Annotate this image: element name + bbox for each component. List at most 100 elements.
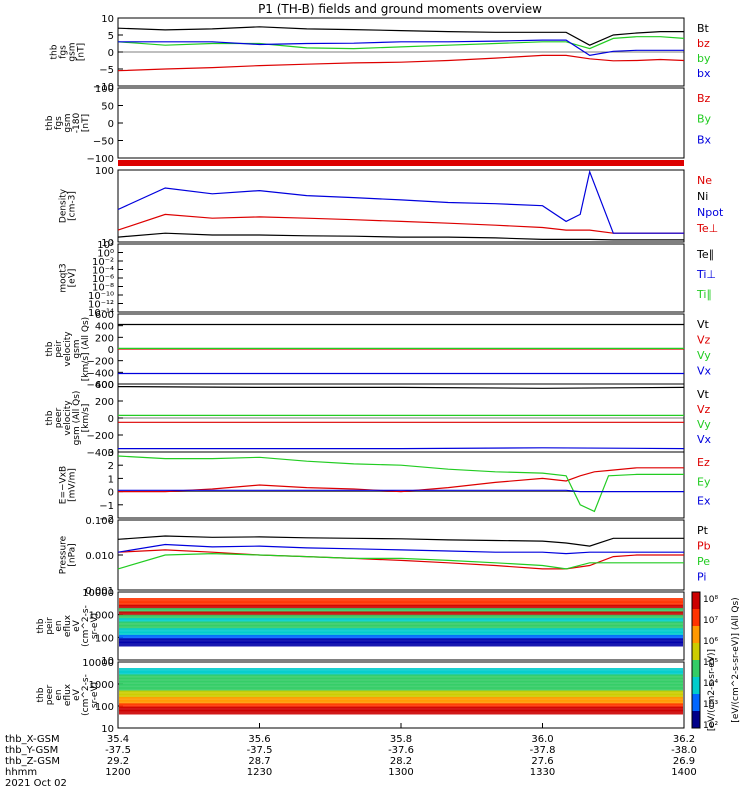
legend-label: Bx <box>697 133 712 146</box>
y-tick-label: −50 <box>93 137 114 148</box>
series-line-Ez <box>118 467 684 493</box>
spectrogram-cell <box>119 684 683 689</box>
y-tick-label: 10⁻⁶ <box>92 274 114 285</box>
series-line-by <box>117 36 685 50</box>
series-line-Bt <box>117 26 684 46</box>
spectrogram-cell <box>119 604 683 610</box>
x-tick-label: -37.5 <box>105 745 131 756</box>
spectrogram-cell <box>119 601 683 607</box>
y-tick-label: 1000 <box>89 680 114 691</box>
panel-7: 3 2 1 0 −1 −2 E=−VxB [mV/m] Ez Ey Ex <box>59 448 711 525</box>
y-axis-label: sr-eV) <box>90 682 100 708</box>
x-axis-row-label: thb_X-GSM <box>5 734 60 745</box>
panel-frame <box>117 519 685 591</box>
x-tick-label: 36.0 <box>531 734 553 745</box>
series-line-Ni <box>117 232 684 241</box>
x-tick-label: -38.0 <box>671 745 697 756</box>
legend-label: Vy <box>697 418 711 431</box>
y-axis-label: [km/s] <box>81 404 91 433</box>
y-tick-label: 10⁻¹² <box>88 300 114 311</box>
x-tick-label: 35.6 <box>248 734 270 745</box>
legend-label: Ti∥ <box>696 288 712 301</box>
y-axis-label: thb <box>45 410 55 425</box>
y-tick-label: 200 <box>95 397 114 408</box>
colorbar-swatch <box>692 643 700 661</box>
spectrogram-cell <box>119 693 683 699</box>
y-axis-label: velocity <box>63 400 73 436</box>
colorbar-swatch <box>692 592 700 610</box>
y-tick-label: 100 <box>95 166 114 177</box>
y-tick-label: 400 <box>95 322 114 333</box>
series-line-Pt <box>117 535 684 547</box>
y-tick-label: −200 <box>87 357 114 368</box>
spectrogram-cell <box>119 690 683 696</box>
colorbar-label: [eV/(cm^2-s-sr-eV)] (All Qs) <box>731 597 741 722</box>
y-tick-label: 2 <box>108 461 114 472</box>
y-axis-label: velocity <box>63 331 73 367</box>
spectrogram-cell <box>119 608 683 613</box>
legend-label: Pi <box>697 571 706 584</box>
spectrogram-cell <box>119 638 683 644</box>
y-axis-label: thb <box>50 44 60 59</box>
y-axis-label: peer <box>45 684 55 705</box>
y-tick-label: 200 <box>95 333 114 344</box>
x-tick-label: 35.8 <box>390 734 412 745</box>
y-tick-label: 10000 <box>82 658 114 669</box>
y-axis-label: thb <box>36 618 46 633</box>
y-tick-label: 0 <box>108 488 114 499</box>
legend-label: Vx <box>697 365 712 378</box>
x-axis-row-label: 2021 Oct 02 <box>5 778 67 789</box>
spectrogram-cell <box>119 641 683 647</box>
y-tick-label: 400 <box>95 380 114 391</box>
series-line-Vt <box>117 386 685 389</box>
spectrogram-cell <box>119 671 683 676</box>
y-tick-label: 0.001 <box>85 586 114 597</box>
bz-band <box>118 160 684 166</box>
y-tick-label: 10 <box>101 238 114 249</box>
y-tick-label: 600 <box>95 310 114 321</box>
colorbar-tick: 10⁷ <box>703 616 718 626</box>
y-tick-label: −1 <box>99 501 114 512</box>
y-tick-label: 0.100 <box>85 516 114 527</box>
y-axis-label: gsm (All Qs) <box>72 391 82 446</box>
y-tick-label: 10 <box>101 724 114 735</box>
y-axis-label: eV <box>72 619 82 632</box>
y-axis-label: en <box>54 689 64 700</box>
panel-frame <box>117 451 685 519</box>
panel-frame <box>117 169 685 243</box>
y-axis-label: eflux <box>63 614 73 637</box>
legend-label: Ne <box>697 174 712 187</box>
y-axis-label: [eV] <box>68 269 78 288</box>
x-tick-label: 1400 <box>671 767 696 778</box>
legend-label: Ex <box>697 495 711 508</box>
y-axis-label: gsm <box>63 113 73 132</box>
legend-label: By <box>697 113 712 126</box>
colorbar-swatch <box>692 694 700 712</box>
y-tick-label: 0 <box>108 345 114 356</box>
x-tick-label: 28.2 <box>390 756 412 767</box>
series-line-bx <box>118 39 684 57</box>
y-tick-label: 10⁰ <box>97 249 114 260</box>
y-tick-label: 10⁻² <box>92 257 114 268</box>
spectrogram-cell <box>119 621 683 627</box>
legend-label: Ni <box>697 190 708 203</box>
x-tick-label: 28.7 <box>248 756 270 767</box>
y-axis-label: eflux <box>63 683 73 706</box>
colorbar-tick: 10³ <box>703 700 718 710</box>
legend-label: Te⊥ <box>696 222 718 235</box>
legend-label: Pb <box>697 540 711 553</box>
x-axis-row-label: thb_Z-GSM <box>5 756 60 767</box>
y-axis-label: eV <box>72 688 82 701</box>
y-tick-label: −400 <box>87 368 114 379</box>
legend-label: bz <box>697 37 710 50</box>
y-tick-label: 0 <box>108 119 114 130</box>
spectrogram-cell <box>119 674 683 680</box>
x-tick-label: 1230 <box>247 767 272 778</box>
x-tick-label: 1300 <box>388 767 413 778</box>
y-axis-label: en <box>54 620 64 631</box>
panel-6: 400 200 0 −200 −400 thb peer velocity gsm (All Q… <box>45 380 712 459</box>
spectrogram-cell <box>119 680 683 686</box>
